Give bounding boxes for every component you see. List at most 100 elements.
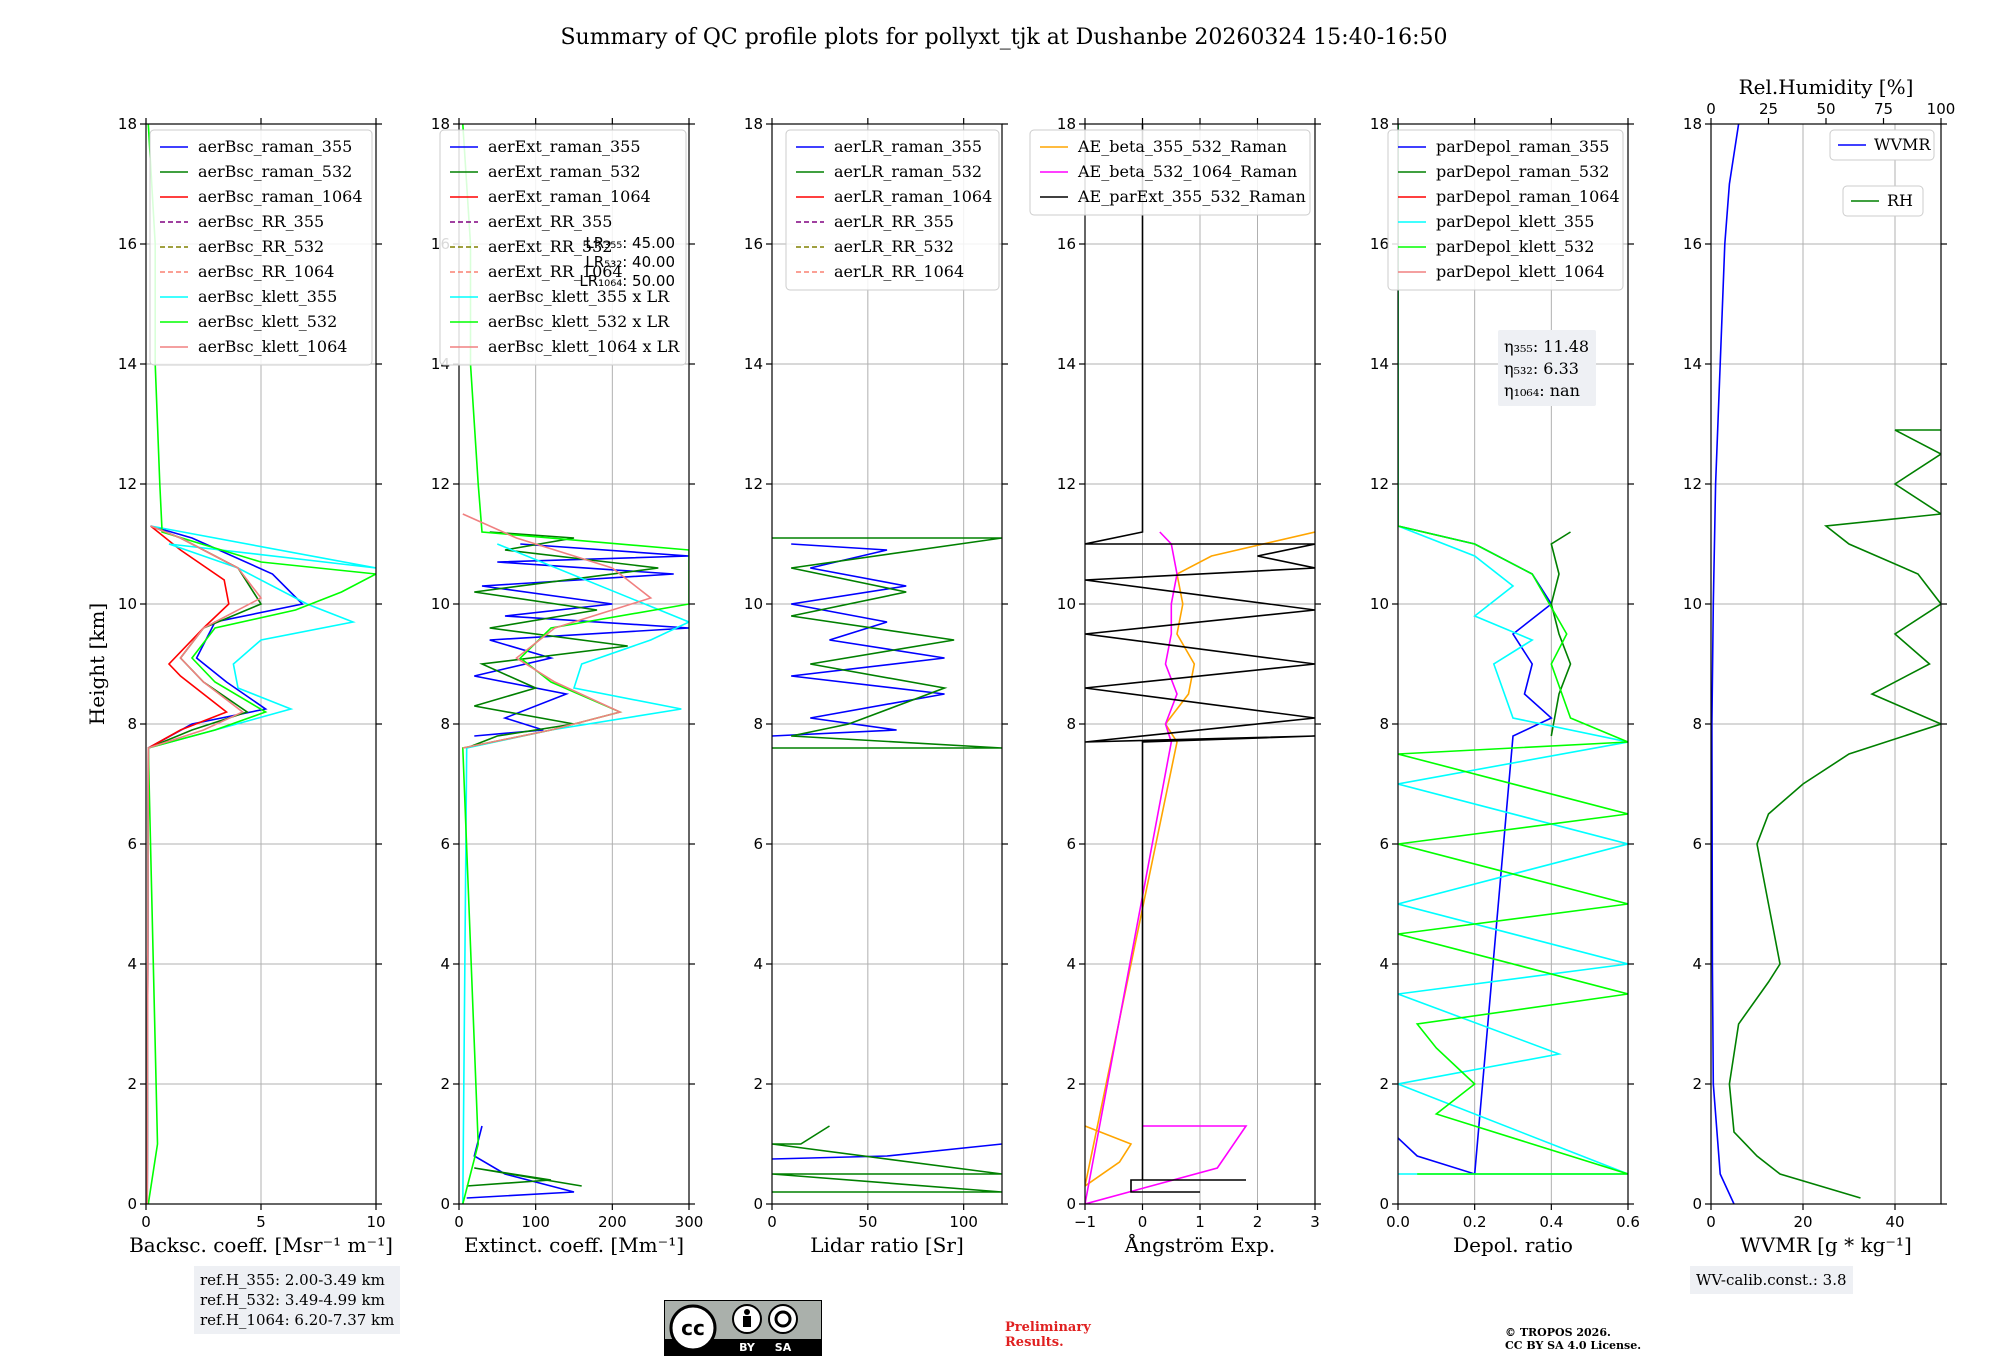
y-tick-label: 8 — [753, 715, 763, 733]
legend-entry-label: parDepol_raman_355 — [1436, 137, 1609, 156]
legend-entry-label: aerLR_raman_532 — [834, 162, 982, 181]
panel-bsc: 0 5 10 0 2 4 6 8 10 12 14 16 18 Backsc. coeff. [Msr⁻¹… — [85, 115, 393, 1257]
y-tick-label: 0 — [1692, 1195, 1702, 1213]
series-line-aerlr-raman-532 — [772, 1125, 1002, 1193]
legend-entry-label: aerBsc_raman_355 — [198, 137, 352, 156]
y-tick-label: 8 — [127, 715, 137, 733]
x-tick-label: 3 — [1310, 1213, 1320, 1231]
legend-entry-label: AE_parExt_355_532_Raman — [1077, 187, 1306, 206]
x-tick-label: 0 — [1706, 1213, 1716, 1231]
y-tick-label: 4 — [753, 955, 763, 973]
reference-height-box: ref.H_355: 2.00-3.49 km ref.H_532: 3.49-… — [194, 1266, 401, 1334]
cc-text: cc — [681, 1316, 705, 1340]
series-line-aerext-raman-532-cloud — [466, 531, 659, 749]
legend-entry-label: aerBsc_RR_532 — [198, 237, 324, 256]
x-tick-label: 100 — [949, 1213, 978, 1231]
legend-entry-label: aerBsc_klett_1064 x LR — [488, 337, 680, 356]
series-line-pardepol-klett-355 — [1398, 124, 1628, 1175]
legend-box — [149, 129, 373, 366]
y-tick-label: 16 — [1057, 235, 1076, 253]
y-tick-label: 6 — [753, 835, 763, 853]
y-tick-label: 0 — [440, 1195, 450, 1213]
y-tick-label: 8 — [440, 715, 450, 733]
legend-box — [439, 129, 687, 366]
top-x-tick-label: 100 — [1927, 100, 1956, 118]
x-tick-label: 0 — [454, 1213, 464, 1231]
series-group — [1085, 124, 1315, 1204]
figure-title: Summary of QC profile plots for pollyxt_… — [560, 25, 1447, 50]
legend-entry-label: aerBsc_RR_1064 — [198, 262, 334, 281]
legend-entry-label: aerExt_RR_1064 — [488, 262, 623, 281]
legend: aerLR_raman_355 aerLR_raman_532 aerLR_rama… — [785, 129, 1000, 291]
y-tick-label: 14 — [1370, 355, 1389, 373]
copyright-line-2: CC BY SA 4.0 License. — [1505, 1339, 1642, 1352]
preliminary-line-2: Results. — [1005, 1335, 1064, 1350]
series-group — [1711, 124, 1941, 1204]
x-axis-label: Ångström Exp. — [1124, 1232, 1275, 1257]
series-line-rh — [1728, 429, 1941, 1199]
legend-entry-label: aerBsc_klett_355 — [198, 287, 337, 306]
y-tick-label: 6 — [440, 835, 450, 853]
ref-height-532: ref.H_532: 3.49-4.99 km — [200, 1291, 385, 1309]
by-label: BY — [739, 1341, 756, 1354]
axes-frame — [771, 123, 1003, 1205]
y-tick-label: 8 — [1379, 715, 1389, 733]
y-tick-label: 2 — [440, 1075, 450, 1093]
series-group — [461, 124, 689, 1204]
legend-entry-label: parDepol_klett_355 — [1436, 212, 1594, 231]
series-line-wvmr — [1711, 124, 1740, 1204]
series-line-aerlr-raman-532-cloud — [772, 537, 1002, 749]
panel-depol: 0.0 0.2 0.4 0.6 0 2 4 6 8 10 12 14 16 18 Depol. ratio p… — [1370, 115, 1640, 1257]
y-tick-label: 14 — [118, 355, 137, 373]
y-tick-label: 0 — [1379, 1195, 1389, 1213]
lr-note-line: LR₅₃₂: 40.00 — [585, 253, 675, 271]
y-tick-label: 0 — [1066, 1195, 1076, 1213]
y-tick-label: 2 — [1379, 1075, 1389, 1093]
y-tick-label: 18 — [431, 115, 450, 133]
by-person-head — [744, 1309, 750, 1315]
legend-entry-label: AE_beta_532_1064_Raman — [1077, 162, 1297, 181]
x-tick-label: 200 — [598, 1213, 627, 1231]
axes-frame — [458, 123, 690, 1205]
y-tick-label: 4 — [1379, 955, 1389, 973]
y-tick-label: 4 — [440, 955, 450, 973]
y-tick-label: 18 — [118, 115, 137, 133]
legend-box — [1029, 129, 1311, 216]
series-line-ae-beta-532-1064-raman — [1085, 531, 1248, 1204]
series-line-aerext-raman-532 — [466, 1167, 582, 1187]
x-tick-label: 100 — [521, 1213, 550, 1231]
preliminary-results-note: Preliminary Results. — [1005, 1320, 1091, 1350]
legend-entry-label: aerLR_RR_1064 — [834, 262, 964, 281]
legend-entry-label: parDepol_klett_532 — [1436, 237, 1594, 256]
panel-ext: 0100200300024681012141618Extinct. coeff.… — [431, 115, 703, 1257]
eta-line: η₅₃₂: 6.33 — [1504, 359, 1579, 378]
x-axis-label: Backsc. coeff. [Msr⁻¹ m⁻¹] — [129, 1233, 393, 1257]
legend-entry-label: aerBsc_klett_355 x LR — [488, 287, 670, 306]
eta-box — [1498, 330, 1596, 406]
sa-share-icon — [768, 1304, 798, 1334]
series-line-aerbsc-raman-1064 — [146, 525, 230, 1204]
y-tick-label: 12 — [118, 475, 137, 493]
y-tick-label: 0 — [127, 1195, 137, 1213]
series-line-aerext-raman-355 — [466, 1125, 575, 1199]
series-group — [1398, 124, 1628, 1176]
y-tick-label: 18 — [1057, 115, 1076, 133]
legend-entry-label: aerExt_raman_532 — [488, 162, 641, 181]
legend-box — [1829, 129, 1935, 161]
x-tick-label: 0 — [1138, 1213, 1148, 1231]
legend-box — [1842, 185, 1924, 217]
x-tick-label: 50 — [858, 1213, 877, 1231]
y-tick-label: 18 — [744, 115, 763, 133]
series-line-aerbsc-klett-532 — [147, 124, 376, 1204]
y-tick-label: 16 — [118, 235, 137, 253]
top-x-tick-label: 0 — [1706, 100, 1716, 118]
legend-entry-label: WVMR — [1874, 135, 1931, 154]
y-tick-label: 2 — [127, 1075, 137, 1093]
y-tick-label: 10 — [1057, 595, 1076, 613]
series-line-aerbsc-raman-355 — [146, 525, 305, 1204]
legend-entry-label: aerExt_RR_532 — [488, 237, 612, 256]
series-line-aerlr-raman-355 — [772, 1143, 1002, 1160]
copyright-line-1: © TROPOS 2026. — [1505, 1326, 1611, 1339]
lr-note-line: LR₃₅₅: 45.00 — [585, 234, 675, 252]
x-axis-label: Depol. ratio — [1453, 1233, 1573, 1257]
